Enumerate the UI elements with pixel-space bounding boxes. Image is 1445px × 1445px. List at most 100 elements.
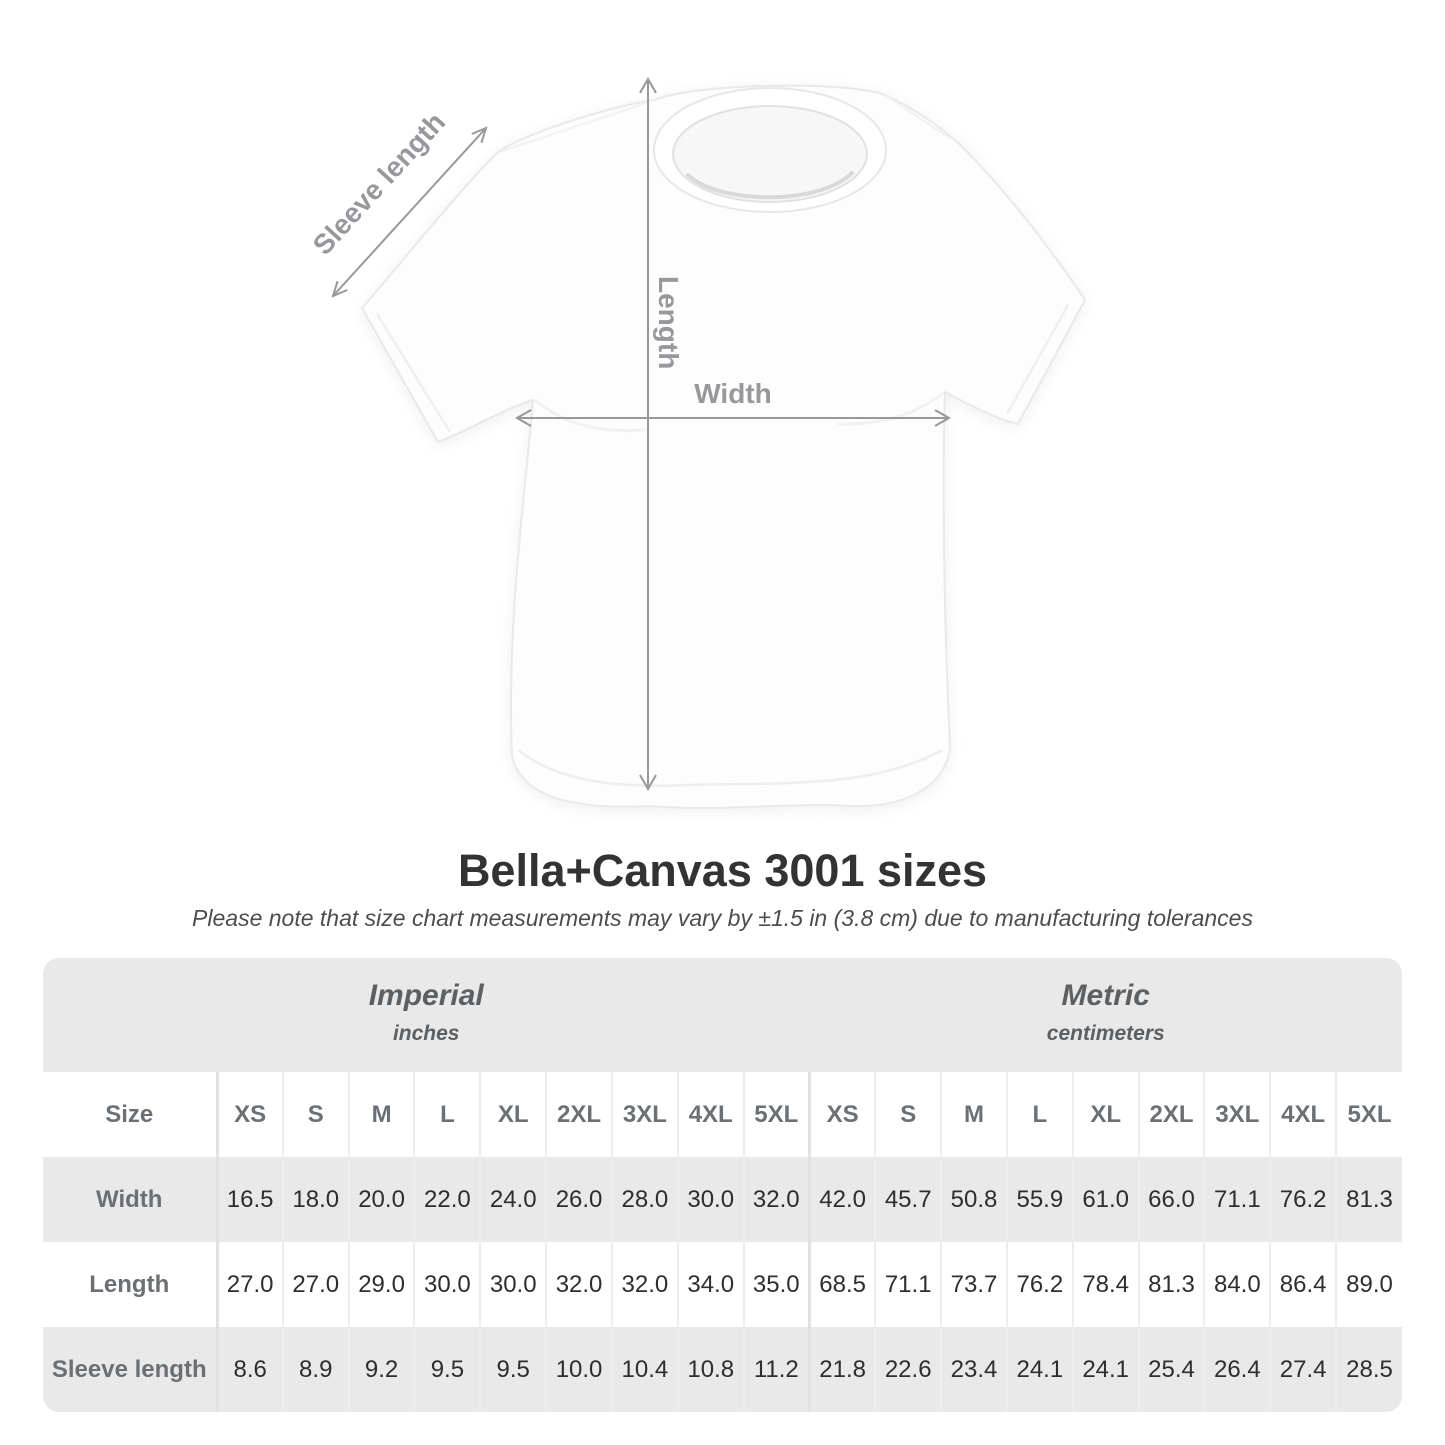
table-cell: 66.0 [1137,1157,1205,1242]
table-cell: 27.4 [1269,1327,1337,1412]
table-cell: 10.4 [610,1327,678,1412]
table-cell: 30.0 [676,1157,744,1242]
table-cell: 25.4 [1137,1327,1205,1412]
size-header-metric-xs: XS [807,1072,876,1157]
table-cell: 68.5 [807,1242,876,1327]
table-cell: 32.0 [742,1157,810,1242]
length-arrow [639,76,657,792]
table-cell: 20.0 [347,1157,415,1242]
size-chart-table: Imperial inches Metric centimeters Size … [43,958,1402,1412]
width-row: Width 16.5 18.0 20.0 22.0 24.0 26.0 28.0… [43,1157,1402,1242]
table-cell: 26.4 [1203,1327,1271,1412]
table-cell: 24.0 [479,1157,547,1242]
size-header-row: Size XS S M L XL 2XL 3XL 4XL 5XL XS S M … [43,1072,1402,1157]
table-cell: 27.0 [281,1242,349,1327]
collar-inner [672,105,868,203]
table-cell: 24.1 [1005,1327,1073,1412]
table-cell: 76.2 [1005,1242,1073,1327]
table-cell: 22.0 [413,1157,481,1242]
table-cell: 61.0 [1071,1157,1139,1242]
table-cell: 32.0 [545,1242,612,1327]
metric-unit: centimeters [1046,1021,1165,1045]
table-cell: 76.2 [1269,1157,1337,1242]
size-header-metric-5xl: 5XL [1335,1072,1402,1157]
size-header-imperial-4xl: 4XL [676,1072,744,1157]
size-header-imperial-s: S [281,1072,349,1157]
table-cell: 21.8 [807,1327,876,1412]
table-cell: 8.9 [281,1327,349,1412]
size-table: Imperial inches Metric centimeters Size … [43,958,1402,1412]
table-cell: 29.0 [347,1242,415,1327]
table-cell: 45.7 [874,1157,942,1242]
table-cell: 78.4 [1071,1242,1139,1327]
size-header-metric-2xl: 2XL [1137,1072,1205,1157]
table-cell: 9.5 [413,1327,481,1412]
size-header-metric-s: S [874,1072,942,1157]
table-cell: 55.9 [1005,1157,1073,1242]
sleeve-length-row: Sleeve length 8.6 8.9 9.2 9.5 9.5 10.0 1… [43,1327,1402,1412]
table-cell: 9.5 [479,1327,547,1412]
size-header-imperial-m: M [347,1072,415,1157]
table-cell: 42.0 [807,1157,876,1242]
table-cell: 71.1 [1203,1157,1271,1242]
table-cell: 81.3 [1335,1157,1402,1242]
table-cell: 28.0 [610,1157,678,1242]
metric-label: Metric [1061,978,1150,1012]
table-cell: 73.7 [940,1242,1007,1327]
metric-group-header: Metric centimeters [809,958,1402,1072]
unit-group-header-row: Imperial inches Metric centimeters [43,958,1402,1072]
table-cell: 50.8 [940,1157,1007,1242]
sleeve-length-arrow [331,126,488,298]
row-label-length: Length [43,1242,217,1327]
table-cell: 71.1 [874,1242,942,1327]
size-header-imperial-3xl: 3XL [610,1072,678,1157]
table-cell: 24.1 [1071,1327,1139,1412]
length-label: Length [653,276,684,369]
size-header-metric-l: L [1005,1072,1073,1157]
table-cell: 86.4 [1269,1242,1337,1327]
row-label-width: Width [43,1157,217,1242]
size-header-imperial-xl: XL [479,1072,547,1157]
tolerance-note: Please note that size chart measurements… [192,905,1253,931]
table-cell: 11.2 [742,1327,810,1412]
width-arrow [514,409,952,427]
table-cell: 30.0 [479,1242,547,1327]
tshirt-graphic [361,84,1086,809]
table-cell: 23.4 [940,1327,1007,1412]
imperial-label: Imperial [368,978,484,1012]
table-cell: 26.0 [545,1157,612,1242]
table-cell: 9.2 [347,1327,415,1412]
width-label: Width [694,378,772,409]
table-cell: 89.0 [1335,1242,1402,1327]
table-cell: 35.0 [742,1242,810,1327]
table-cell: 8.6 [215,1327,283,1412]
table-cell: 18.0 [281,1157,349,1242]
size-header-metric-4xl: 4XL [1269,1072,1337,1157]
imperial-unit: inches [392,1021,460,1045]
table-cell: 30.0 [413,1242,481,1327]
table-cell: 27.0 [215,1242,283,1327]
size-column-header: Size [43,1072,217,1157]
imperial-group-header: Imperial inches [43,958,810,1072]
page-title: Bella+Canvas 3001 sizes [457,845,988,896]
table-cell: 84.0 [1203,1242,1271,1327]
table-cell: 28.5 [1335,1327,1402,1412]
size-header-metric-3xl: 3XL [1203,1072,1271,1157]
table-cell: 81.3 [1137,1242,1205,1327]
length-row: Length 27.0 27.0 29.0 30.0 30.0 32.0 32.… [43,1242,1402,1327]
table-cell: 32.0 [610,1242,678,1327]
table-cell: 16.5 [215,1157,283,1242]
table-cell: 34.0 [676,1242,744,1327]
measurement-arrows [331,76,952,792]
row-label-sleeve-length: Sleeve length [43,1327,217,1412]
size-header-imperial-l: L [413,1072,481,1157]
size-header-imperial-2xl: 2XL [545,1072,612,1157]
size-header-metric-xl: XL [1071,1072,1139,1157]
size-header-imperial-xs: XS [215,1072,283,1157]
table-cell: 22.6 [874,1327,942,1412]
size-header-imperial-5xl: 5XL [742,1072,810,1157]
size-header-metric-m: M [940,1072,1007,1157]
table-cell: 10.0 [545,1327,612,1412]
table-cell: 10.8 [676,1327,744,1412]
